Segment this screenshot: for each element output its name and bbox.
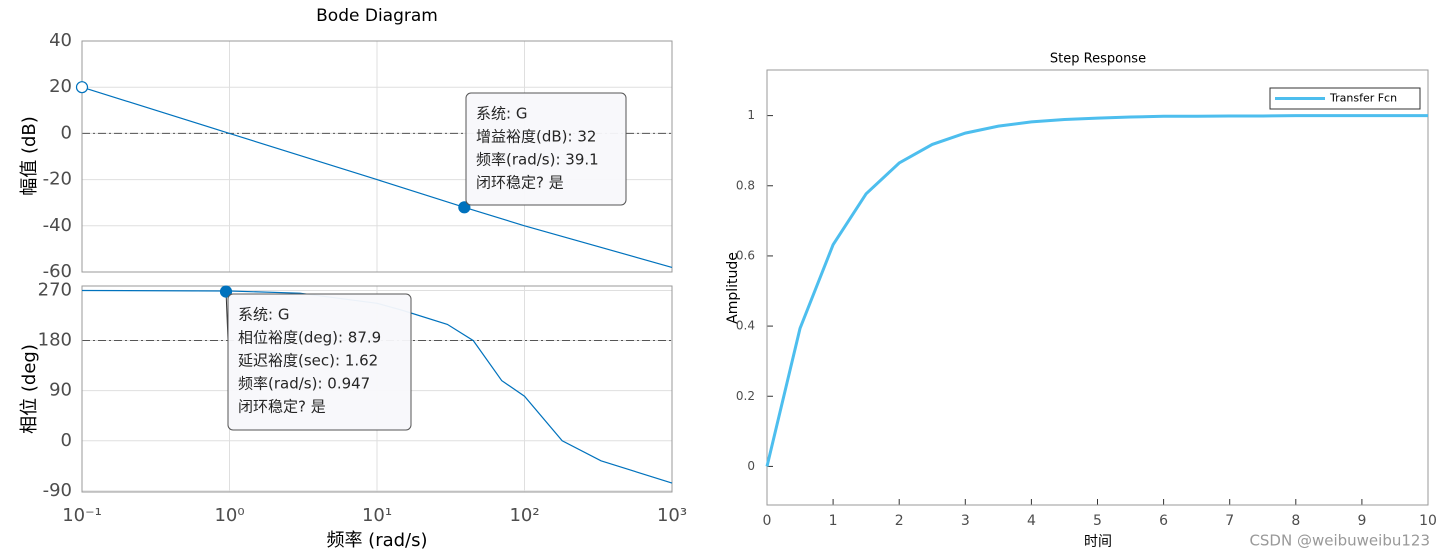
x-tick-label: 6 bbox=[1159, 513, 1168, 529]
datatip-text: 频率(rad/s): 0.947 bbox=[238, 375, 370, 393]
datatip-text: 频率(rad/s): 39.1 bbox=[476, 151, 599, 169]
datatip-text: 增益裕度(dB): 32 bbox=[476, 128, 596, 146]
chart-title: Step Response bbox=[1050, 52, 1146, 67]
datatip-text: 系统: G bbox=[476, 105, 527, 123]
datatip-text: 相位裕度(deg): 87.9 bbox=[238, 329, 381, 347]
y-tick-label: 40 bbox=[49, 30, 72, 51]
y-tick-label: 0.4 bbox=[736, 319, 755, 333]
y-tick-label: 90 bbox=[49, 380, 72, 401]
x-tick-label: 1 bbox=[829, 513, 838, 529]
x-tick-label: 10⁰ bbox=[214, 505, 244, 526]
plot-frame bbox=[81, 40, 673, 273]
y-tick-label: -40 bbox=[43, 215, 72, 236]
x-tick-label: 8 bbox=[1291, 513, 1300, 529]
x-tick-label: 10¹ bbox=[362, 505, 392, 526]
datatip-box bbox=[465, 92, 627, 206]
y-tick-label: -20 bbox=[43, 169, 72, 190]
chart: 0 1 2 3 4 5 6 7 8 9 10 0 0.2 0.4 0.6 0.8 1 Step Response 时… bbox=[725, 52, 1437, 551]
chart: -60 -40 -20 0 20 40 系统: G 增益裕度(dB): 32 频率(rad/s)… bbox=[19, 6, 673, 282]
y-tick-label: 270 bbox=[38, 279, 72, 300]
x-tick-label: 5 bbox=[1093, 513, 1102, 529]
legend-box bbox=[1269, 87, 1421, 110]
y-axis-label: Amplitude bbox=[725, 252, 741, 324]
y-tick-label: 20 bbox=[49, 76, 72, 97]
x-tick-label: 10³ bbox=[657, 505, 687, 526]
datatip-text: 系统: G bbox=[238, 306, 289, 324]
plot-frame bbox=[81, 285, 673, 493]
watermark: CSDN @weibuweibu123 bbox=[1249, 532, 1430, 550]
data-marker bbox=[219, 285, 233, 298]
y-tick-label: 0 bbox=[61, 430, 72, 451]
chart-title: Bode Diagram bbox=[316, 6, 438, 26]
y-axis-label: 幅值 (dB) bbox=[19, 116, 40, 196]
y-tick-label: 0.8 bbox=[736, 178, 755, 192]
x-tick-label: 0 bbox=[763, 513, 772, 529]
series-line bbox=[81, 289, 673, 484]
chart: 10⁻¹ 10⁰ 10¹ 10² 10³ -90 0 90 180 270 系统: G 相位裕度(de… bbox=[19, 279, 687, 551]
plot-frame bbox=[766, 69, 1429, 506]
datatip-text: 延迟裕度(sec): 1.62 bbox=[238, 352, 378, 370]
x-tick-label: 10² bbox=[509, 505, 539, 526]
x-tick-label: 10⁻¹ bbox=[62, 505, 102, 526]
y-axis-label: 相位 (deg) bbox=[19, 344, 40, 434]
x-tick-label: 4 bbox=[1027, 513, 1036, 529]
legend-label: Transfer Fcn bbox=[1329, 92, 1397, 105]
x-tick-label: 7 bbox=[1225, 513, 1234, 529]
data-marker bbox=[458, 201, 471, 214]
datatip-text: 闭环稳定? 是 bbox=[238, 398, 326, 416]
x-tick-label: 10 bbox=[1419, 513, 1437, 529]
y-tick-label: 0 bbox=[61, 122, 72, 143]
datatip-text: 闭环稳定? 是 bbox=[476, 174, 564, 192]
y-tick-label: -60 bbox=[43, 261, 72, 282]
y-tick-label: -90 bbox=[43, 480, 72, 501]
y-tick-label: 0.2 bbox=[736, 389, 755, 403]
x-axis-label: 时间 bbox=[1084, 534, 1112, 550]
data-marker bbox=[75, 81, 89, 94]
y-tick-label: 0 bbox=[747, 459, 755, 473]
series-line bbox=[765, 114, 1428, 467]
plot-area bbox=[767, 70, 1428, 505]
y-tick-label: 0.6 bbox=[736, 248, 755, 262]
series-line bbox=[81, 86, 673, 268]
x-tick-label: 3 bbox=[961, 513, 970, 529]
x-tick-label: 2 bbox=[895, 513, 904, 529]
y-tick-label: 1 bbox=[747, 108, 755, 122]
x-axis-label: 频率 (rad/s) bbox=[326, 530, 427, 551]
datatip-box bbox=[227, 293, 412, 431]
x-tick-label: 9 bbox=[1357, 513, 1366, 529]
y-tick-label: 180 bbox=[38, 330, 72, 351]
